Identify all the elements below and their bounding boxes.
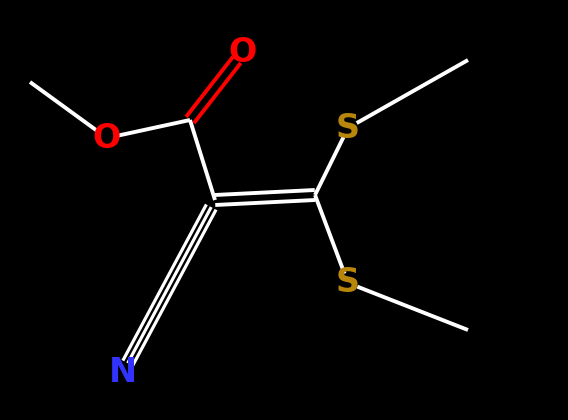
- Text: N: N: [109, 355, 137, 388]
- Text: S: S: [336, 111, 360, 144]
- Text: O: O: [93, 121, 121, 155]
- Text: O: O: [229, 36, 257, 68]
- Text: S: S: [336, 267, 360, 299]
